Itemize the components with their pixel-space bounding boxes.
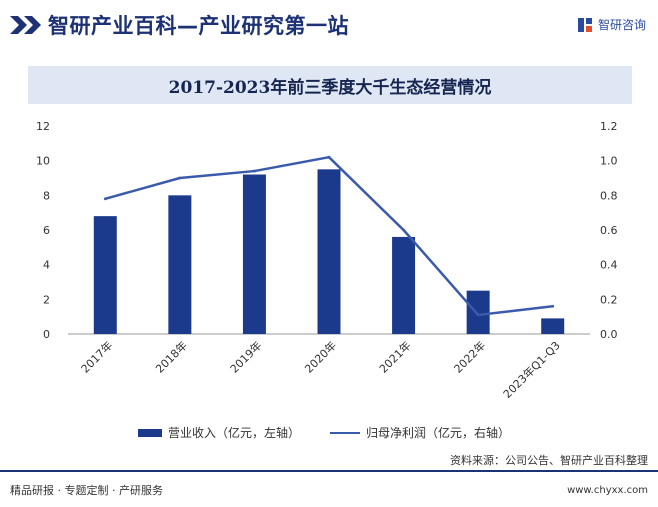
y-right-tick-label: 1.0	[600, 155, 618, 168]
x-tick-label: 2022年	[451, 338, 488, 375]
y-left-tick-label: 8	[43, 189, 50, 202]
x-tick-label: 2019年	[227, 338, 264, 375]
legend-item-revenue: 营业收入（亿元，左轴）	[138, 424, 300, 441]
y-right-tick-label: 0.8	[600, 189, 618, 202]
x-tick-label: 2021年	[376, 338, 413, 375]
page-header: 智研产业百科—产业研究第一站 智研咨询	[0, 0, 658, 48]
x-tick-label: 2017年	[78, 338, 115, 375]
site-title: 智研产业百科—产业研究第一站	[48, 14, 349, 38]
bar-revenue	[541, 318, 565, 334]
point-net-profit	[253, 169, 256, 173]
y-left-tick-label: 4	[43, 259, 50, 272]
footer-url[interactable]: www.chyxx.com	[567, 485, 648, 496]
chart-title: 2017-2023年前三季度大千生态经营情况	[168, 77, 492, 98]
y-left-tick-label: 0	[43, 328, 50, 341]
bar-revenue	[168, 195, 192, 334]
bar-revenue	[93, 216, 117, 334]
bar-revenue	[317, 169, 341, 334]
legend-label-net-profit: 归母净利润（亿元，右轴）	[366, 426, 511, 440]
source-note: 资料来源：公司公告、智研产业百科整理	[450, 454, 648, 467]
point-net-profit	[402, 228, 405, 232]
legend-line-swatch	[330, 431, 360, 434]
footer-slogan: 精品研报 · 专题定制 · 产研服务	[10, 484, 163, 497]
x-tick-label: 2023年Q1-Q3	[500, 338, 563, 401]
y-right-tick-label: 0.6	[600, 224, 618, 237]
y-left-tick-label: 10	[36, 155, 50, 168]
chart-legend: 营业收入（亿元，左轴） 归母净利润（亿元，右轴）	[0, 424, 658, 444]
legend-item-net-profit: 归母净利润（亿元，右轴）	[330, 424, 510, 441]
y-right-tick-label: 1.2	[600, 120, 618, 133]
point-net-profit	[476, 313, 480, 317]
point-net-profit	[178, 176, 182, 180]
x-tick-label: 2020年	[302, 338, 339, 375]
chart-title-bar: 2017-2023年前三季度大千生态经营情况	[28, 66, 632, 104]
logo[interactable]: 智研咨询	[577, 16, 646, 33]
double-chevron-icon	[10, 16, 41, 34]
y-left-tick-label: 2	[43, 293, 50, 306]
legend-bar-swatch	[138, 428, 162, 437]
y-right-tick-label: 0.4	[600, 259, 618, 272]
bar-revenue	[466, 290, 490, 334]
logo-text: 智研咨询	[597, 18, 646, 32]
y-left-tick-label: 6	[43, 224, 50, 237]
point-net-profit	[103, 197, 107, 201]
y-right-tick-label: 0.0	[600, 328, 618, 341]
y-left-tick-label: 12	[36, 120, 50, 133]
chart-area: 0 2 4 6 8 10 12 0.0 0.2 0.4 0.6 0.8 1.0 1.2 2017年 2018年…	[36, 120, 618, 401]
point-net-profit	[551, 304, 555, 308]
legend-label-revenue: 营业收入（亿元，左轴）	[168, 426, 301, 440]
y-right-tick-label: 0.2	[600, 293, 618, 306]
bar-revenue	[242, 174, 266, 334]
zhiyan-logo-icon	[577, 17, 592, 32]
point-net-profit	[327, 155, 331, 159]
x-tick-label: 2018年	[153, 338, 190, 375]
bar-revenue	[392, 236, 416, 334]
footer-divider	[0, 470, 658, 472]
